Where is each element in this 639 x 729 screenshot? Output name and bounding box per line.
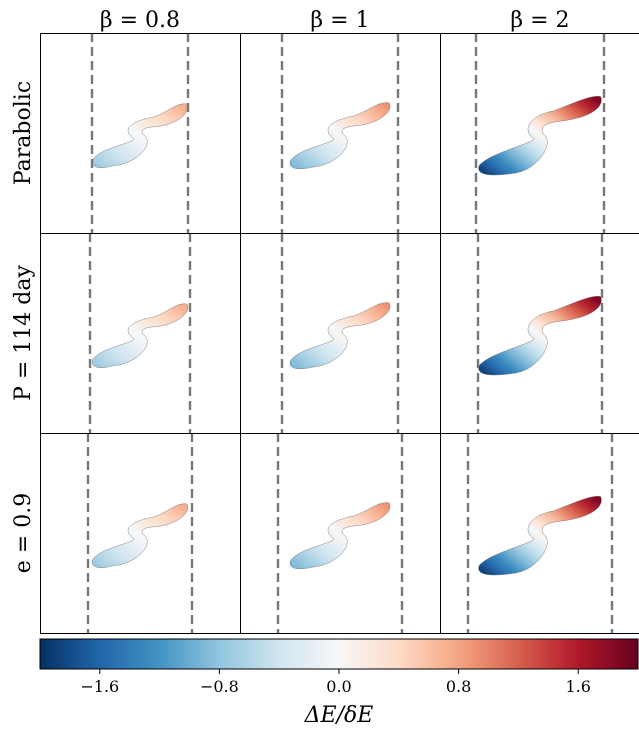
row-labels: Parabolic P = 114 day e = 0.9 bbox=[11, 81, 36, 573]
panel-r2-c2 bbox=[240, 233, 441, 434]
column-title-2: β = 1 bbox=[310, 8, 369, 33]
panel-r2-c3 bbox=[440, 233, 639, 434]
stream-r1-c2 bbox=[289, 102, 391, 170]
panel-r3-c1 bbox=[40, 433, 241, 634]
stream-r1-c3 bbox=[478, 96, 602, 176]
stream-r3-c3 bbox=[478, 496, 602, 576]
colorbar-tick-label: 0.0 bbox=[326, 677, 351, 696]
colorbar-tick-label: 0.8 bbox=[446, 677, 471, 696]
colorbar-label: ΔE/δE bbox=[304, 703, 374, 728]
panel-r3-c3 bbox=[440, 433, 639, 634]
colorbar-tick-label: −0.8 bbox=[200, 677, 239, 696]
panel-frame bbox=[440, 433, 639, 634]
colorbar: −1.6 −0.8 0.0 0.8 1.6 ΔE/δE bbox=[39, 638, 639, 728]
panel-r2-c1 bbox=[40, 233, 241, 434]
colorbar-tick-label: −1.6 bbox=[80, 677, 119, 696]
panel-r1-c2 bbox=[240, 33, 441, 234]
row-label-3: e = 0.9 bbox=[11, 493, 36, 573]
row-label-2: P = 114 day bbox=[11, 265, 36, 401]
panel-r3-c2 bbox=[240, 433, 441, 634]
column-titles: β = 0.8 β = 1 β = 2 bbox=[100, 8, 570, 33]
stream-r3-c2 bbox=[289, 502, 391, 570]
stream-r1-c1 bbox=[91, 103, 189, 168]
row-label-1: Parabolic bbox=[11, 81, 36, 185]
column-title-1: β = 0.8 bbox=[100, 8, 180, 33]
panel-r1-c1 bbox=[40, 33, 241, 234]
panel-grid bbox=[40, 33, 639, 634]
colorbar-bar bbox=[39, 638, 639, 670]
colorbar-tick-label: 1.6 bbox=[565, 677, 590, 696]
stream-r2-c3 bbox=[478, 296, 602, 376]
stream-r2-c1 bbox=[91, 303, 189, 368]
panel-r1-c3 bbox=[440, 33, 639, 234]
stream-r3-c1 bbox=[91, 503, 189, 568]
column-title-3: β = 2 bbox=[510, 8, 569, 33]
stream-r2-c2 bbox=[289, 302, 391, 370]
